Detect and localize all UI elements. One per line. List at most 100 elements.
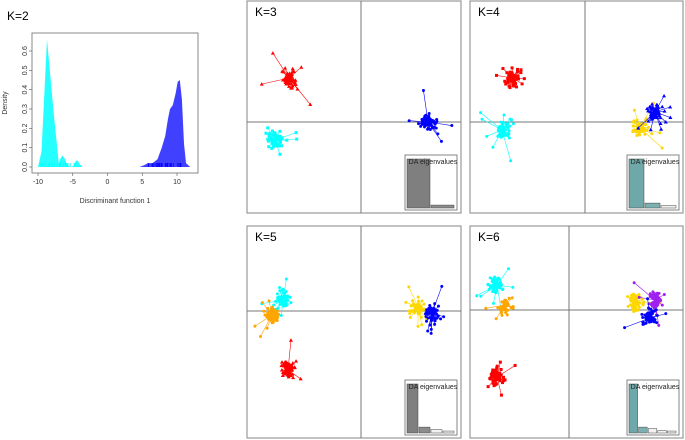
y-tick-label: 0.5 <box>22 65 29 75</box>
point-circle <box>650 319 654 323</box>
point-circle <box>279 314 283 318</box>
point-circle <box>417 122 421 126</box>
point-square <box>501 381 505 385</box>
point-square <box>502 375 506 379</box>
point-circle <box>503 299 507 303</box>
point-circle <box>640 122 644 126</box>
point-triangle <box>290 361 295 365</box>
point-triangle <box>652 114 657 119</box>
point-circle <box>492 301 496 305</box>
point-circle <box>499 283 503 287</box>
y-tick-label: 0.1 <box>22 143 29 153</box>
point-square <box>516 67 520 71</box>
point-circle <box>425 120 429 124</box>
point-square <box>278 152 282 156</box>
point-triangle <box>283 367 288 372</box>
point-circle <box>281 288 285 292</box>
spoke <box>408 286 419 308</box>
point-circle <box>420 299 424 303</box>
point-circle <box>440 284 444 288</box>
panel-title: K=2 <box>7 9 29 23</box>
spoke <box>481 118 503 131</box>
point-square <box>515 74 519 78</box>
point-triangle <box>291 375 296 380</box>
point-square <box>506 76 510 80</box>
x-axis-label: Discriminant function 1 <box>80 198 151 205</box>
point-square <box>502 379 506 383</box>
spoke <box>493 284 498 304</box>
point-circle <box>654 308 658 312</box>
point-triangle <box>656 105 661 109</box>
density-curve-1 <box>139 80 191 167</box>
point-circle <box>511 285 515 289</box>
point-circle <box>426 127 430 131</box>
point-circle <box>654 298 658 302</box>
point-circle <box>429 123 433 127</box>
point-circle <box>479 111 483 115</box>
point-circle <box>660 303 664 307</box>
eigenvalue-bar <box>430 204 455 209</box>
eigenvalue-bar <box>406 158 431 209</box>
point-circle <box>507 136 511 140</box>
point-circle <box>404 300 408 304</box>
spoke <box>426 312 433 322</box>
scatter-panel-k-3: K=3 DA eigenvalues <box>246 0 462 214</box>
point-circle <box>426 123 430 127</box>
point-square <box>505 71 509 75</box>
point-triangle <box>295 87 300 91</box>
point-circle <box>648 311 652 315</box>
point-circle <box>500 313 504 317</box>
point-circle <box>650 309 654 313</box>
point-square <box>513 363 517 367</box>
point-triangle <box>289 72 294 76</box>
point-circle <box>420 309 424 313</box>
point-triangle <box>290 372 295 376</box>
point-circle <box>436 132 440 136</box>
point-square <box>266 137 270 141</box>
point-square <box>491 381 495 385</box>
spoke <box>431 305 439 314</box>
eigenvalue-bar <box>647 428 658 434</box>
point-circle <box>499 305 503 309</box>
cluster <box>495 66 526 90</box>
point-circle <box>427 111 431 115</box>
point-circle <box>424 315 428 319</box>
point-circle <box>637 292 641 296</box>
point-circle <box>410 299 414 303</box>
point-square <box>499 393 503 397</box>
point-square <box>519 68 523 72</box>
scatter-panel-k-5: K=5 DA eigenvalues <box>246 225 462 439</box>
point-circle <box>503 307 507 311</box>
point-triangle <box>283 363 288 368</box>
point-circle <box>636 300 640 304</box>
point-circle <box>511 122 515 126</box>
point-circle <box>433 302 437 306</box>
point-square <box>513 79 517 83</box>
point-triangle <box>288 338 293 342</box>
point-triangle <box>663 119 668 124</box>
point-circle <box>269 311 273 315</box>
point-circle <box>260 301 264 305</box>
point-square <box>266 139 270 143</box>
point-circle <box>435 316 439 320</box>
point-triangle <box>289 368 294 372</box>
point-circle <box>271 320 275 324</box>
point-square <box>506 78 510 82</box>
point-circle <box>644 315 648 319</box>
spoke <box>287 340 292 371</box>
spoke <box>262 302 273 316</box>
point-circle <box>433 319 437 323</box>
point-square <box>494 373 498 377</box>
point-triangle <box>636 126 641 130</box>
point-circle <box>507 296 511 300</box>
point-square <box>268 131 272 135</box>
point-circle <box>500 300 504 304</box>
point-circle <box>495 289 499 293</box>
point-circle <box>636 123 640 127</box>
point-circle <box>269 307 273 311</box>
point-circle <box>507 267 511 271</box>
point-triangle <box>668 104 673 109</box>
spoke <box>288 77 296 85</box>
point-triangle <box>648 114 653 118</box>
point-circle <box>288 295 292 299</box>
